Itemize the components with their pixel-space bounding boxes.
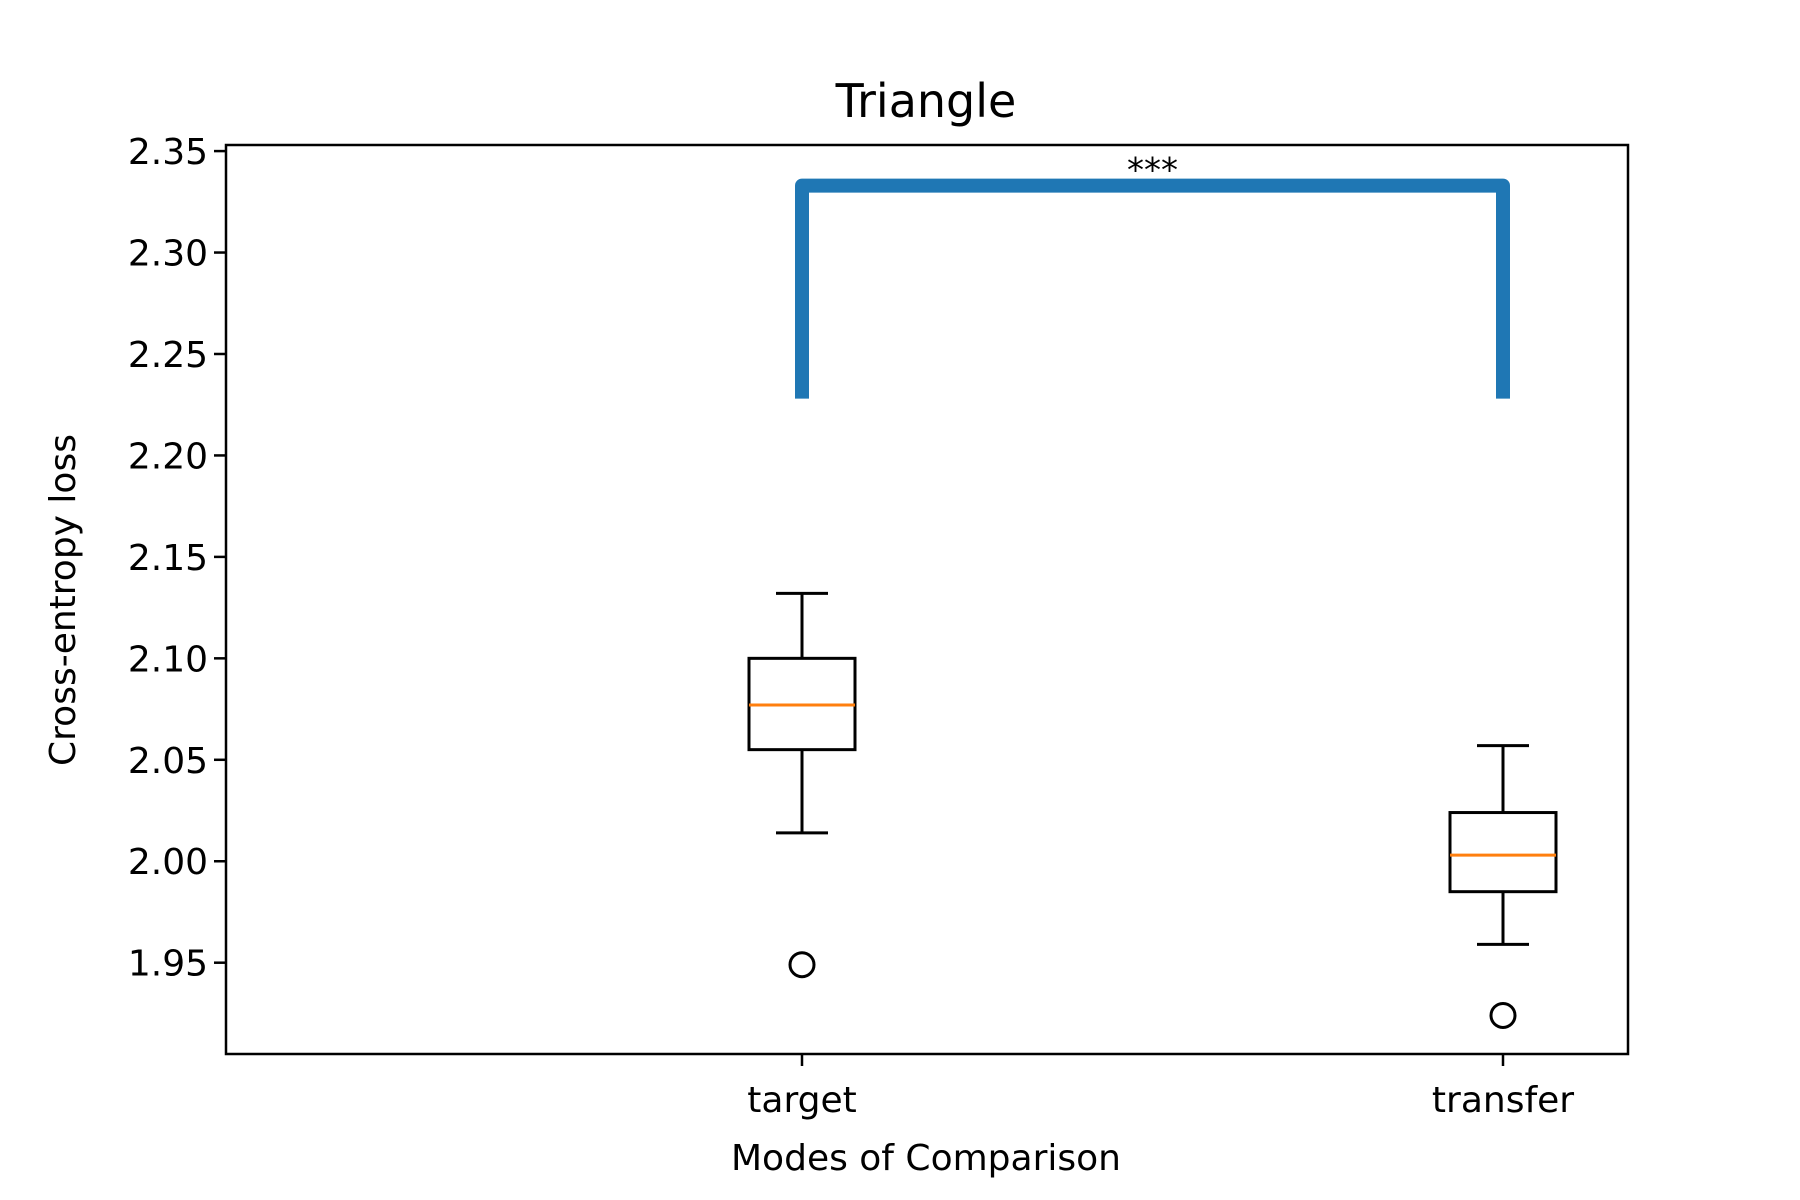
box-transfer — [1448, 811, 1558, 894]
significance-bracket — [795, 178, 1510, 399]
y-tick-label: 2.05 — [128, 741, 208, 782]
y-tick-label: 2.15 — [128, 538, 208, 579]
outlier-point-target — [788, 951, 816, 979]
y-tick-label: 2.25 — [128, 335, 208, 376]
significance-label: *** — [1127, 151, 1178, 191]
x-axis-label: Modes of Comparison — [731, 1138, 1121, 1179]
plot-area: 1.95 2.00 2.05 2.10 2.15 2.20 2.25 2.30 2.35 targ… — [128, 132, 1630, 1121]
chart-title: Triangle — [835, 74, 1017, 128]
x-tick-label-transfer: transfer — [1432, 1080, 1574, 1121]
plot-frame — [224, 143, 1630, 1056]
y-tick-label: 2.00 — [128, 842, 208, 883]
y-tick-label: 2.30 — [128, 234, 208, 275]
x-tick-label-target: target — [747, 1080, 856, 1121]
y-axis-label: Cross-entropy loss — [43, 434, 84, 766]
y-tick-label: 2.20 — [128, 436, 208, 477]
y-tick-label: 1.95 — [128, 944, 208, 985]
outlier-point-transfer — [1489, 1001, 1517, 1029]
y-tick-label: 2.35 — [128, 132, 208, 173]
y-tick-label: 2.10 — [128, 639, 208, 680]
